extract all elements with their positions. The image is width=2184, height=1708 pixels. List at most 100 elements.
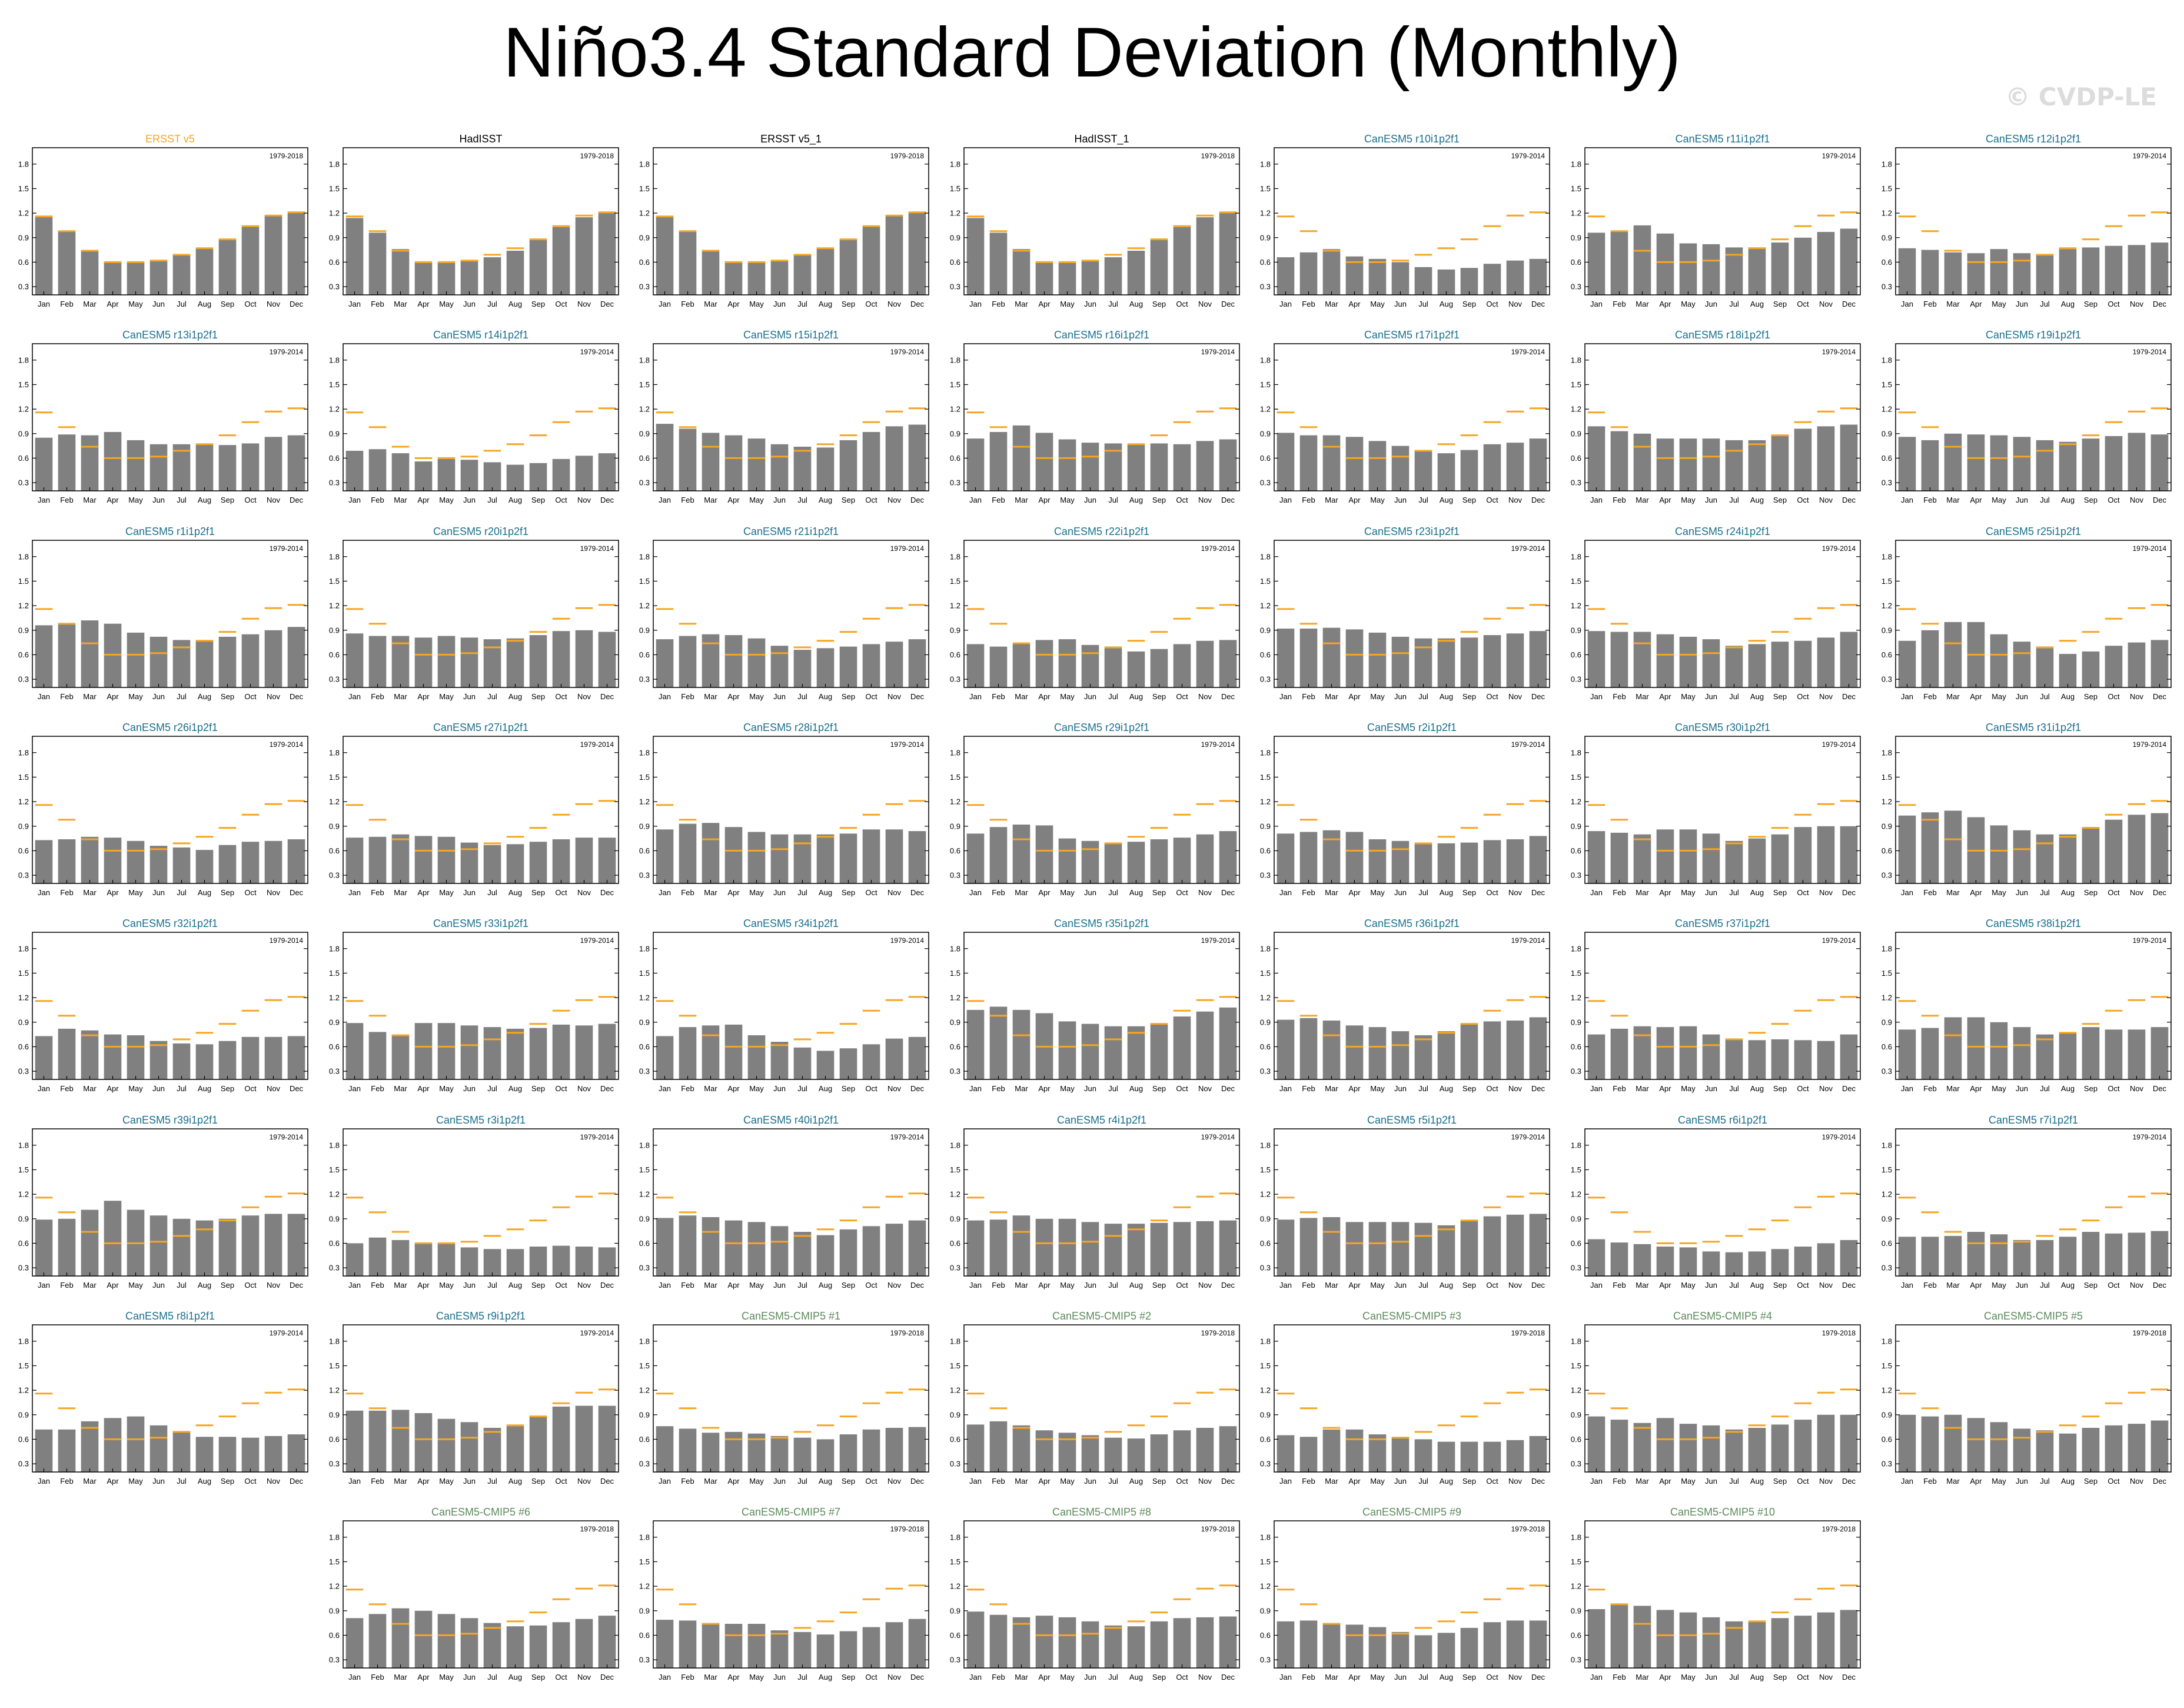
bar: [2059, 653, 2076, 687]
bar: [241, 226, 260, 295]
x-tick-label: Jun: [1084, 1477, 1096, 1486]
bar: [1219, 213, 1237, 295]
x-tick-label: Jul: [1108, 1281, 1118, 1290]
y-tick-label: 0.9: [18, 626, 29, 634]
bar: [1817, 1242, 1835, 1276]
bar: [1771, 435, 1789, 491]
bar: [575, 1619, 593, 1669]
bar: [1300, 1018, 1318, 1080]
bar: [908, 424, 926, 491]
x-tick-label: Feb: [60, 1477, 73, 1486]
bar: [1748, 1251, 1766, 1276]
y-tick-label: 0.6: [18, 258, 29, 267]
x-tick-label: Oct: [1797, 692, 1809, 701]
y-tick-label: 1.5: [1571, 184, 1581, 193]
period-label: 1979-2014: [270, 1329, 304, 1337]
period-label: 1979-2014: [580, 348, 614, 356]
x-tick-label: Jan: [969, 692, 982, 701]
x-tick-label: Apr: [417, 1477, 430, 1486]
y-tick-label: 0.3: [1571, 674, 1581, 683]
bar: [1058, 1021, 1076, 1080]
x-tick-label: Mar: [394, 692, 407, 701]
bar: [598, 453, 616, 491]
x-tick-label: Apr: [1038, 496, 1051, 504]
x-tick-label: Apr: [1970, 1477, 1982, 1486]
y-tick-label: 0.9: [950, 1214, 960, 1223]
y-tick-label: 0.9: [639, 430, 650, 438]
bar: [1392, 1631, 1410, 1669]
bar: [2013, 253, 2030, 295]
x-tick-label: Feb: [1302, 888, 1315, 897]
period-label: 1979-2018: [580, 152, 614, 160]
y-tick-label: 1.8: [639, 159, 650, 168]
period-label: 1979-2014: [2132, 740, 2166, 749]
x-tick-label: Mar: [704, 496, 717, 504]
bar: [770, 645, 789, 687]
bar: [2105, 245, 2122, 295]
x-tick-label: Jul: [2040, 692, 2050, 701]
bar: [2082, 247, 2099, 295]
x-tick-label: Nov: [577, 496, 591, 504]
x-tick-label: May: [1060, 888, 1075, 897]
bar: [770, 1042, 789, 1080]
bar: [598, 213, 616, 295]
bar: [2059, 441, 2076, 491]
y-tick-label: 0.3: [1260, 871, 1271, 880]
bar: [1507, 1021, 1524, 1080]
bar: [1150, 1024, 1168, 1080]
x-tick-label: Mar: [1946, 1084, 1960, 1093]
bar: [1656, 1246, 1674, 1276]
bar: [552, 630, 570, 687]
x-tick-label: Jan: [1901, 300, 1913, 308]
x-tick-label: May: [439, 692, 454, 701]
bar: [414, 1610, 432, 1669]
bar: [1530, 1620, 1547, 1669]
bar: [2013, 1428, 2030, 1472]
bar: [1219, 639, 1237, 687]
bar: [575, 1405, 593, 1472]
x-tick-label: Sep: [1152, 496, 1166, 504]
y-tick-label: 0.9: [1882, 1214, 1892, 1223]
x-tick-label: Oct: [2107, 1477, 2120, 1486]
bar: [287, 626, 305, 687]
x-tick-label: Dec: [600, 692, 614, 701]
x-tick-label: Feb: [1923, 1477, 1936, 1486]
x-tick-label: Feb: [1613, 1477, 1625, 1486]
x-tick-label: Jan: [659, 1281, 671, 1290]
x-tick-label: Jun: [463, 1477, 476, 1486]
y-tick-label: 1.5: [1882, 380, 1892, 389]
x-tick-label: Oct: [866, 692, 878, 701]
y-tick-label: 0.9: [639, 233, 650, 242]
bar: [724, 1220, 743, 1276]
x-tick-label: Jun: [773, 692, 786, 701]
period-label: 1979-2018: [1201, 1525, 1235, 1533]
x-tick-label: Feb: [681, 1673, 694, 1682]
y-tick-label: 1.5: [950, 1557, 960, 1566]
bar: [1656, 1418, 1674, 1472]
x-tick-label: Jan: [348, 496, 361, 504]
bar: [218, 445, 237, 491]
plot-frame: [653, 539, 929, 688]
plot-frame: [963, 1128, 1240, 1277]
bar: [127, 1035, 145, 1080]
y-tick-label: 0.6: [329, 1238, 340, 1247]
bar: [1277, 1219, 1295, 1276]
y-tick-label: 1.2: [1571, 1385, 1581, 1394]
bar: [35, 1036, 53, 1080]
x-tick-label: Jun: [2016, 888, 2028, 897]
x-tick-label: Dec: [290, 1084, 304, 1093]
x-tick-label: Apr: [1349, 888, 1361, 897]
y-tick-label: 0.9: [950, 822, 960, 830]
y-tick-label: 0.9: [1882, 430, 1892, 438]
y-tick-label: 1.2: [329, 993, 340, 1002]
x-tick-label: Apr: [107, 1084, 119, 1093]
bar: [1173, 838, 1191, 883]
bar: [460, 1025, 478, 1080]
x-tick-label: Apr: [1038, 1673, 1051, 1682]
bar: [2036, 254, 2053, 295]
x-tick-label: Jul: [1419, 1281, 1429, 1290]
bar: [862, 1225, 880, 1276]
bar: [1702, 833, 1720, 883]
bar: [1461, 637, 1478, 687]
